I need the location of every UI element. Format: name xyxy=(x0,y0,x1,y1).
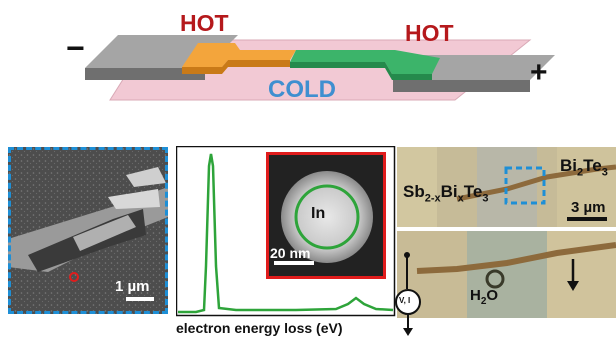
device-schematic xyxy=(85,35,555,101)
probe-left-tip xyxy=(404,252,410,258)
water-droplet xyxy=(485,269,505,289)
cold-label: COLD xyxy=(268,76,336,103)
optical-bottom-image xyxy=(397,231,616,318)
optical-top-image xyxy=(397,147,616,227)
optical-scale-text: 3 µm xyxy=(571,199,606,216)
sem-panel xyxy=(8,147,168,314)
inset-green-ring xyxy=(294,184,360,250)
water-label: H2O xyxy=(470,287,499,307)
eels-inset-image xyxy=(269,155,383,276)
eels-inset-label: In xyxy=(311,205,326,222)
probe-right-arrow xyxy=(567,281,579,291)
optical-scale-bar xyxy=(567,217,607,221)
orange-segment-top xyxy=(182,43,296,67)
left-electrode-side xyxy=(85,68,205,80)
nanowire-light-segment xyxy=(73,215,136,251)
sem-scale-text: 1 µm xyxy=(115,278,150,295)
orange-segment-side xyxy=(182,60,290,74)
right-electrode-side xyxy=(393,80,530,92)
plus-sign: + xyxy=(530,56,548,89)
optical-top-dashed-box xyxy=(504,166,546,205)
sem-scale-bar xyxy=(126,297,154,301)
meter-label: V, I xyxy=(399,296,411,305)
green-segment-side xyxy=(290,62,432,80)
sem-dashed-border xyxy=(8,147,168,314)
optical-top-panel xyxy=(397,147,616,227)
electrode-flake xyxy=(108,189,160,209)
eels-xlabel: electron energy loss (eV) xyxy=(176,320,343,336)
sb-bi-te-label: Sb2-xBixTe3 xyxy=(403,182,489,205)
bi-te-label: Bi2Te3 xyxy=(560,156,608,179)
minus-sign: − xyxy=(66,30,85,66)
eels-inset xyxy=(266,152,386,279)
hot-label-right: HOT xyxy=(405,20,454,46)
sem-image xyxy=(8,147,168,314)
optical-bottom-panel xyxy=(397,231,616,318)
inset-scale-bar xyxy=(274,261,314,265)
sem-red-marker xyxy=(69,272,79,282)
meter-lead xyxy=(403,314,413,336)
eels-inset-scale-text: 20 nm xyxy=(270,245,311,261)
hot-label-left: HOT xyxy=(180,10,229,36)
optical-bottom-nanowire xyxy=(416,242,616,274)
eels-spectrum-line xyxy=(178,153,394,314)
sem-top-flake xyxy=(126,167,166,187)
optical-nanowire xyxy=(456,164,616,202)
